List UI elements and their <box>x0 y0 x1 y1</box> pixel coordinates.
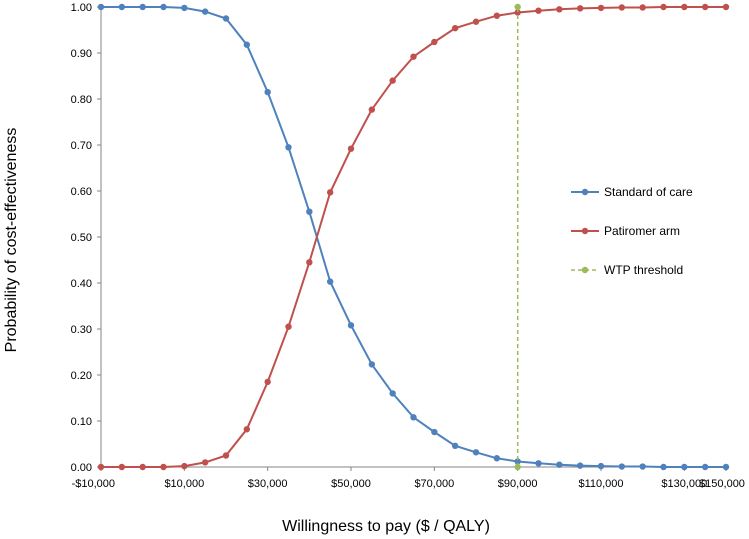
y-tick-label: 0.80 <box>71 94 92 106</box>
data-point <box>618 463 626 470</box>
y-tick-label: 0.00 <box>71 462 92 474</box>
data-point <box>118 463 126 471</box>
x-tick-label: $90,000 <box>498 478 538 490</box>
data-point <box>410 414 417 421</box>
x-tick-label: $130,000 <box>661 478 707 490</box>
axes: 0.00 0.10 0.20 0.30 0.40 0.50 0.60 0.70 0.80 0.90… <box>71 2 745 490</box>
data-point <box>306 259 313 266</box>
data-point <box>285 323 292 330</box>
y-tick-label: 0.40 <box>71 278 92 290</box>
y-axis-title: Probability of cost-effectiveness <box>3 128 20 353</box>
data-point <box>222 452 230 459</box>
series-wtp-threshold <box>514 3 521 471</box>
data-point <box>514 463 521 471</box>
data-point <box>431 428 438 436</box>
data-point <box>368 106 376 113</box>
series-patiromer-arm <box>97 3 730 471</box>
data-point <box>431 38 438 46</box>
data-point <box>201 459 209 466</box>
data-point <box>535 460 542 467</box>
y-tick-label: 0.70 <box>71 140 92 152</box>
data-point <box>639 4 646 11</box>
data-point <box>264 88 271 96</box>
y-tick-label: 0.10 <box>71 416 92 428</box>
data-point <box>160 463 167 471</box>
x-tick-label: $150,000 <box>699 478 745 490</box>
x-tick-label: $30,000 <box>248 478 288 490</box>
data-point <box>660 463 667 471</box>
data-point <box>243 41 251 48</box>
y-tick-label: 0.30 <box>71 324 92 336</box>
y-tick-label: 0.60 <box>71 186 92 198</box>
y-tick-label: 1.00 <box>71 2 92 14</box>
data-point <box>493 12 501 19</box>
x-tick-label: $70,000 <box>414 478 454 490</box>
legend-marker <box>581 188 589 196</box>
data-point <box>472 18 480 25</box>
data-point <box>660 3 667 11</box>
data-point <box>201 8 209 15</box>
data-point <box>326 278 334 285</box>
data-point <box>181 462 188 470</box>
legend-label: Standard of care <box>604 185 693 199</box>
legend: Standard of care Patiromer arm WTP thresho… <box>571 185 693 277</box>
y-tick-label: 0.20 <box>71 370 92 382</box>
x-tick-label: $50,000 <box>331 478 371 490</box>
data-point <box>243 426 251 433</box>
x-tick-label: $10,000 <box>164 478 204 490</box>
data-point <box>639 463 646 470</box>
data-point <box>139 3 146 11</box>
data-point <box>701 463 709 471</box>
data-point <box>410 53 417 60</box>
data-point <box>514 9 521 16</box>
legend-label: Patiromer arm <box>604 224 680 238</box>
data-point <box>681 463 688 471</box>
data-point <box>306 208 313 215</box>
data-point <box>118 3 126 11</box>
data-point <box>618 4 626 11</box>
legend-label: WTP threshold <box>604 263 683 277</box>
data-point <box>576 5 584 12</box>
data-point <box>722 463 730 471</box>
data-point <box>160 3 167 11</box>
data-point <box>556 461 563 468</box>
data-point <box>347 322 355 329</box>
data-point <box>389 390 396 397</box>
data-point <box>326 189 334 196</box>
y-tick-label: 0.50 <box>71 232 92 244</box>
x-axis-title: Willingness to pay ($ / QALY) <box>282 518 490 535</box>
data-point <box>285 144 292 151</box>
x-tick-label: -$10,000 <box>72 478 115 490</box>
data-point <box>97 463 105 471</box>
data-point <box>597 4 605 12</box>
data-point <box>514 458 521 465</box>
data-point <box>681 3 688 11</box>
data-point <box>97 3 105 11</box>
data-point <box>139 463 146 471</box>
data-point <box>472 449 480 456</box>
series-standard-of-care <box>97 3 730 471</box>
data-point <box>389 77 396 84</box>
legend-marker <box>581 227 589 235</box>
series-layer <box>97 3 730 471</box>
data-point <box>451 24 459 32</box>
data-point <box>264 378 271 386</box>
data-point <box>597 462 605 470</box>
data-point <box>222 15 230 22</box>
data-point <box>722 3 730 11</box>
data-point <box>493 455 501 462</box>
data-point <box>535 7 542 14</box>
data-point <box>347 145 355 152</box>
legend-marker <box>581 266 589 274</box>
data-point <box>514 3 521 11</box>
x-tick-label: $110,000 <box>578 478 623 490</box>
y-tick-label: 0.90 <box>71 48 92 60</box>
data-point <box>181 4 188 12</box>
data-point <box>368 361 376 368</box>
data-point <box>451 442 459 450</box>
data-point <box>556 6 563 13</box>
data-point <box>576 462 584 469</box>
data-point <box>701 3 709 11</box>
